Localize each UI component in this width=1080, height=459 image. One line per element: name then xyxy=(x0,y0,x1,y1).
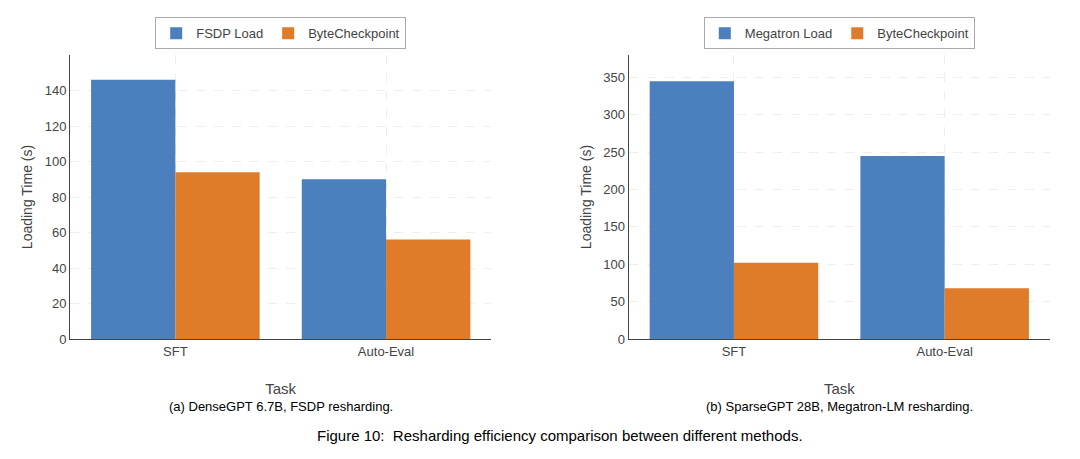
svg-text:300: 300 xyxy=(603,107,625,122)
svg-text:Auto-Eval: Auto-Eval xyxy=(916,344,972,359)
svg-text:350: 350 xyxy=(603,70,625,85)
svg-text:SFT: SFT xyxy=(722,344,747,359)
svg-text:20: 20 xyxy=(52,296,66,311)
svg-text:Megatron Load: Megatron Load xyxy=(745,26,832,41)
svg-text:(a) DenseGPT 6.7B, FSDP reshar: (a) DenseGPT 6.7B, FSDP resharding. xyxy=(169,399,393,414)
svg-text:100: 100 xyxy=(603,257,625,272)
svg-text:(b) SparseGPT 28B, Megatron-LM: (b) SparseGPT 28B, Megatron-LM reshardin… xyxy=(706,399,973,414)
svg-text:ByteCheckpoint: ByteCheckpoint xyxy=(308,26,399,41)
svg-text:ByteCheckpoint: ByteCheckpoint xyxy=(877,26,968,41)
svg-text:Task: Task xyxy=(265,380,296,397)
svg-text:250: 250 xyxy=(603,145,625,160)
svg-text:50: 50 xyxy=(611,294,625,309)
svg-text:150: 150 xyxy=(603,219,625,234)
svg-text:100: 100 xyxy=(45,154,67,169)
svg-text:200: 200 xyxy=(603,182,625,197)
svg-text:Figure 10: Resharding efficie: Figure 10: Resharding efficiency compari… xyxy=(317,427,803,444)
svg-text:Auto-Eval: Auto-Eval xyxy=(358,344,414,359)
svg-text:Loading Time (s): Loading Time (s) xyxy=(578,145,594,249)
svg-text:FSDP Load: FSDP Load xyxy=(196,26,263,41)
svg-text:120: 120 xyxy=(45,119,67,134)
svg-text:Task: Task xyxy=(824,380,855,397)
svg-text:0: 0 xyxy=(618,332,625,347)
svg-text:0: 0 xyxy=(59,332,66,347)
svg-text:60: 60 xyxy=(52,225,66,240)
svg-text:80: 80 xyxy=(52,190,66,205)
svg-text:SFT: SFT xyxy=(163,344,188,359)
svg-text:40: 40 xyxy=(52,261,66,276)
svg-text:140: 140 xyxy=(45,83,67,98)
svg-text:Loading Time (s): Loading Time (s) xyxy=(19,145,35,249)
